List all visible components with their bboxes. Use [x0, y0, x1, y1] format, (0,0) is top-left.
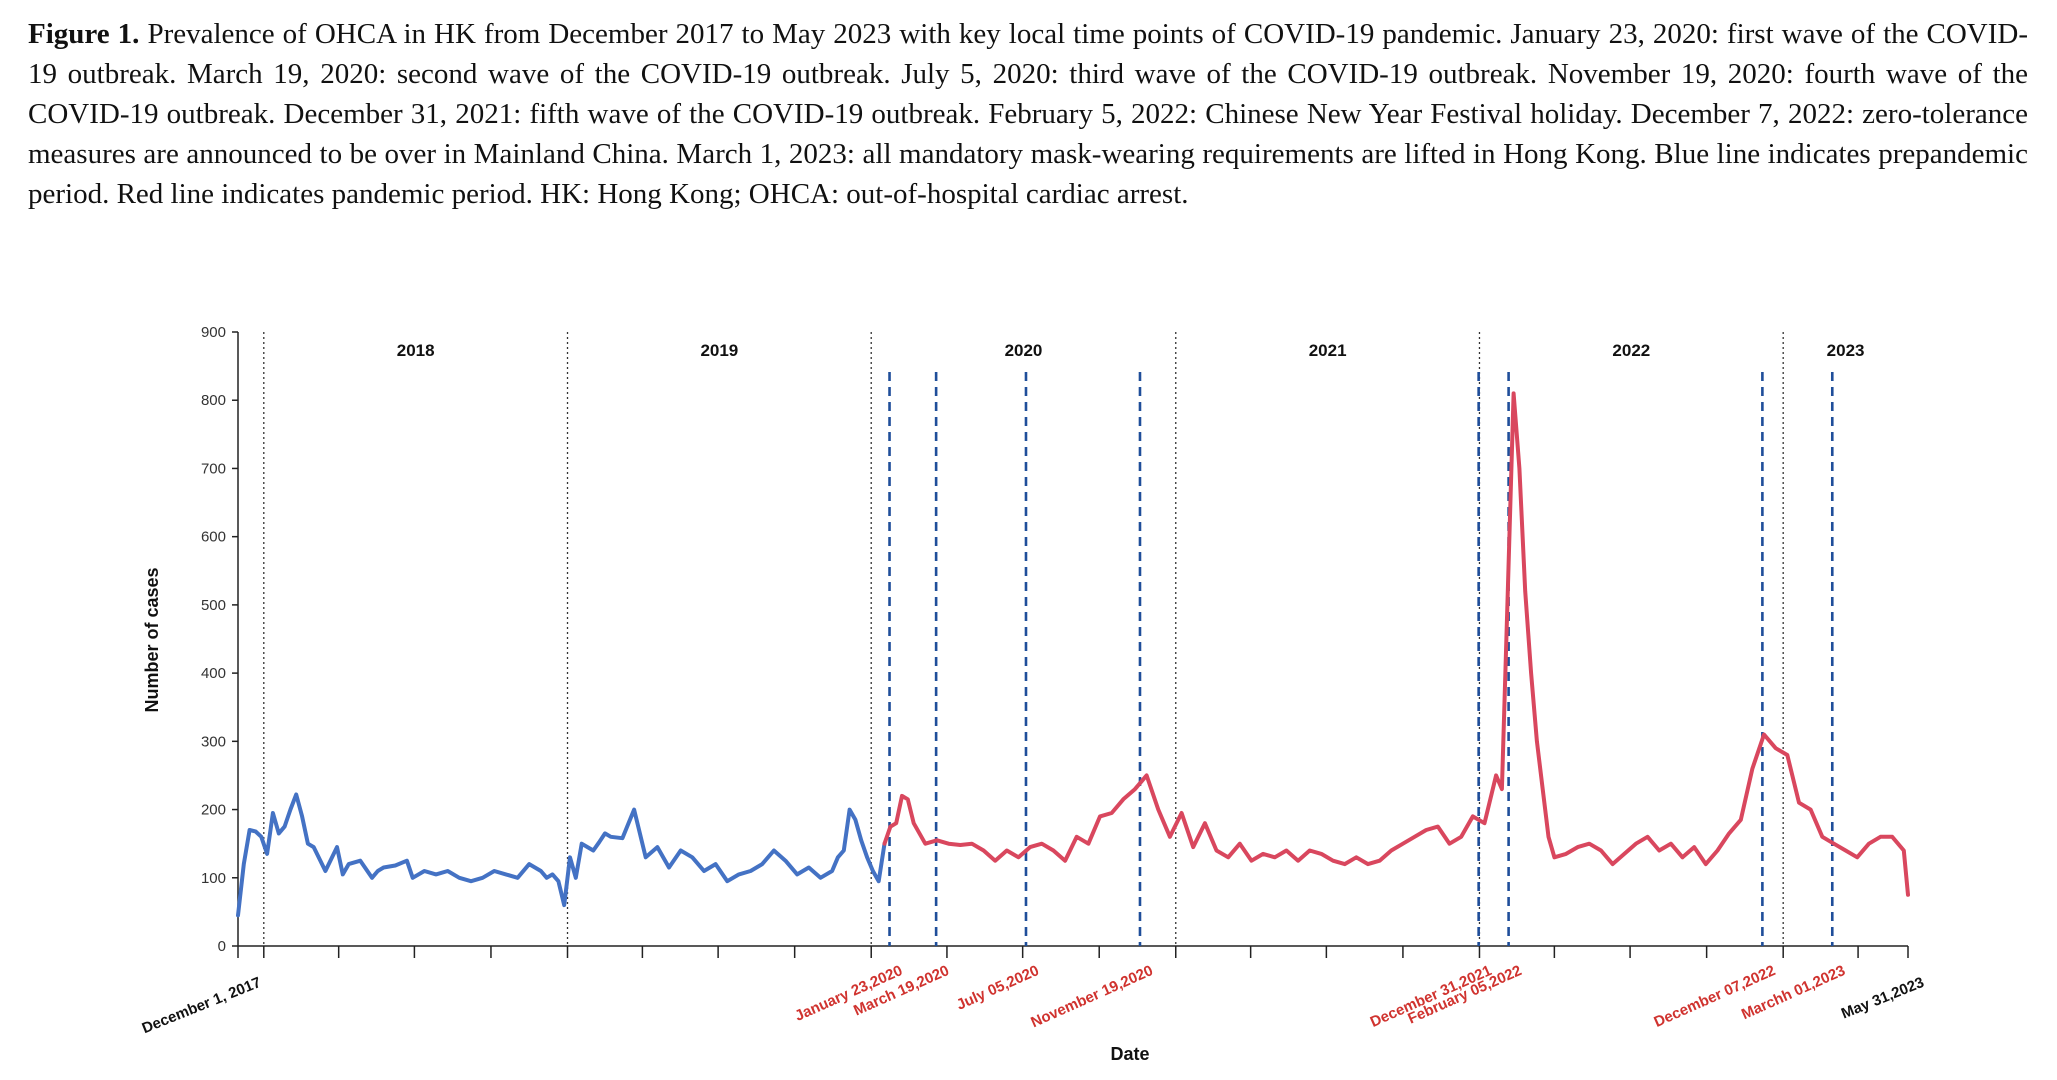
year-label: 2018	[397, 341, 435, 360]
y-tick-label: 400	[201, 665, 226, 682]
year-label: 2021	[1309, 341, 1347, 360]
y-axis-title: Number of cases	[142, 567, 162, 712]
y-tick-label: 100	[201, 870, 226, 887]
x-end-label: May 31,2023	[1839, 974, 1927, 1023]
y-tick-label: 700	[201, 460, 226, 477]
y-tick-label: 800	[201, 392, 226, 409]
y-tick-label: 300	[201, 733, 226, 750]
series-line-pandemic	[882, 391, 1910, 897]
y-tick-label: 900	[201, 324, 226, 341]
y-tick-label: 200	[201, 802, 226, 819]
event-label: July 05,2020	[954, 962, 1042, 1013]
year-label: 2020	[1005, 341, 1043, 360]
year-label: 2022	[1612, 341, 1650, 360]
year-label: 2019	[700, 341, 738, 360]
figure-label: Figure 1.	[28, 18, 140, 50]
x-axis	[237, 945, 1909, 958]
series-group	[236, 391, 1910, 918]
x-start-label: December 1, 2017	[140, 974, 264, 1037]
event-lines	[888, 372, 1834, 946]
event-label: November 19,2020	[1028, 962, 1155, 1031]
year-label: 2023	[1827, 341, 1865, 360]
chart: 0 100 200 300 400 500 600 700 800 900 2018 2019 202…	[140, 324, 1927, 1064]
y-tick-label: 500	[201, 597, 226, 614]
x-tick-group	[237, 946, 1909, 958]
event-label: December 07,2022	[1651, 962, 1778, 1031]
year-labels: 2018 2019 2020 2021 2022 2023	[397, 341, 1865, 360]
series-line-prepandemic	[236, 792, 887, 918]
figure-caption-text: Prevalence of OHCA in HK from December 2…	[28, 18, 2029, 210]
y-tick-label: 0	[218, 938, 226, 955]
y-tick-label: 600	[201, 529, 226, 546]
y-tick-group: 0 100 200 300 400 500 600 700 800 900	[201, 324, 238, 955]
y-axis: 0 100 200 300 400 500 600 700 800 900	[201, 324, 239, 955]
figure-caption: Figure 1. Prevalence of OHCA in HK from …	[28, 14, 2028, 214]
x-axis-title: Date	[1110, 1044, 1149, 1064]
